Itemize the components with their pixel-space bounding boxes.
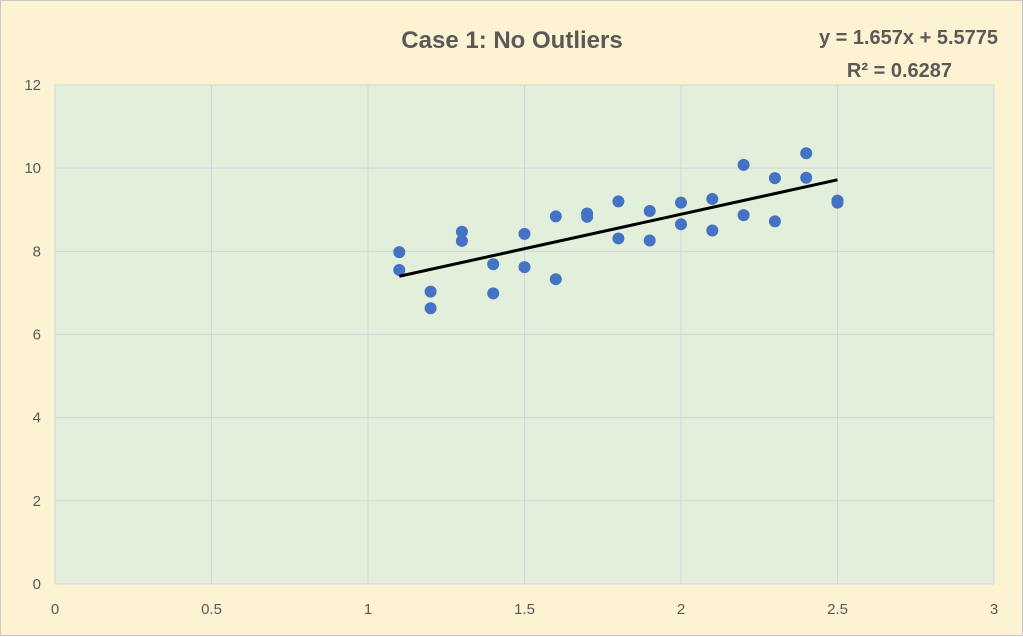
gridlines (54, 84, 995, 585)
chart-title: Case 1: No Outliers (401, 27, 622, 54)
data-point (800, 171, 813, 184)
data-point (768, 172, 781, 185)
data-point (518, 261, 531, 274)
data-point (612, 195, 625, 208)
data-point (612, 232, 625, 245)
x-tick-label: 2 (677, 601, 685, 618)
data-point (424, 285, 437, 298)
y-tick-label: 10 (24, 160, 41, 177)
trendline (398, 178, 838, 278)
data-point (768, 215, 781, 228)
y-tick-label: 6 (33, 327, 41, 344)
x-tick-label: 0.5 (201, 601, 222, 618)
data-point (455, 234, 468, 247)
data-point (706, 224, 719, 237)
data-point (737, 209, 750, 222)
data-point (424, 302, 437, 315)
x-tick-label: 0 (51, 601, 59, 618)
data-points (393, 147, 844, 315)
x-tick-label: 1.5 (514, 601, 535, 618)
data-point (487, 258, 500, 271)
x-tick-label: 2.5 (827, 601, 848, 618)
data-point (643, 234, 656, 247)
data-point (581, 210, 594, 223)
data-point (518, 227, 531, 240)
trendline-equation: y = 1.657x + 5.5775 (819, 27, 998, 49)
data-point (393, 264, 406, 277)
data-point (487, 287, 500, 300)
x-tick-label: 3 (990, 601, 998, 618)
data-point (393, 246, 406, 259)
data-point (675, 218, 687, 231)
y-tick-label: 8 (33, 243, 41, 260)
data-point (831, 196, 844, 209)
data-point (706, 192, 719, 205)
axis-tick-labels: 0 2 4 6 8 10 12 0 0.5 1 1.5 2 2.5 3 (24, 77, 998, 618)
data-point (643, 204, 656, 217)
y-tick-label: 0 (33, 576, 41, 593)
data-point (549, 210, 562, 223)
y-tick-label: 12 (24, 77, 41, 94)
x-tick-label: 1 (364, 601, 372, 618)
data-point (737, 158, 750, 171)
data-point (800, 147, 813, 160)
y-tick-label: 2 (33, 493, 41, 510)
trendline-r-squared: R² = 0.6287 (847, 60, 952, 82)
data-point (455, 225, 468, 238)
data-point (675, 196, 687, 209)
data-point (549, 273, 562, 286)
y-tick-label: 4 (33, 410, 41, 427)
